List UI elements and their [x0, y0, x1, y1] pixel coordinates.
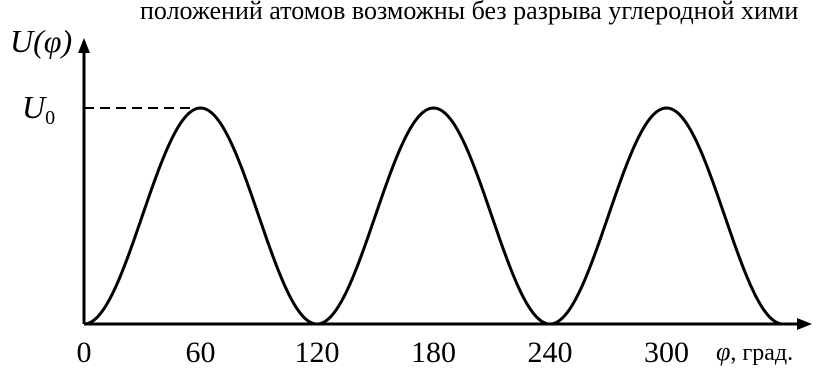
u0-label: U0 [22, 89, 55, 129]
x-tick-label: 240 [528, 336, 573, 369]
y-axis-label: U(φ) [10, 23, 72, 59]
x-tick-label: 60 [186, 336, 216, 369]
series-line [83, 106, 784, 326]
y-axis-label-text: U(φ) [10, 23, 72, 59]
x-tick-label: 300 [644, 336, 689, 369]
x-tick-label: 120 [295, 336, 340, 369]
x-tick-label: 0 [77, 336, 92, 369]
header-text: положений атомов возможны без разрыва уг… [140, 0, 798, 25]
x-axis-label: φ, град. [716, 337, 793, 366]
x-tick-labels: 0 60 120 180 240 300 [77, 336, 690, 369]
axes [78, 38, 812, 330]
x-tick-label: 180 [411, 336, 456, 369]
y-axis-arrow [78, 38, 90, 53]
x-axis-arrow [797, 318, 812, 330]
